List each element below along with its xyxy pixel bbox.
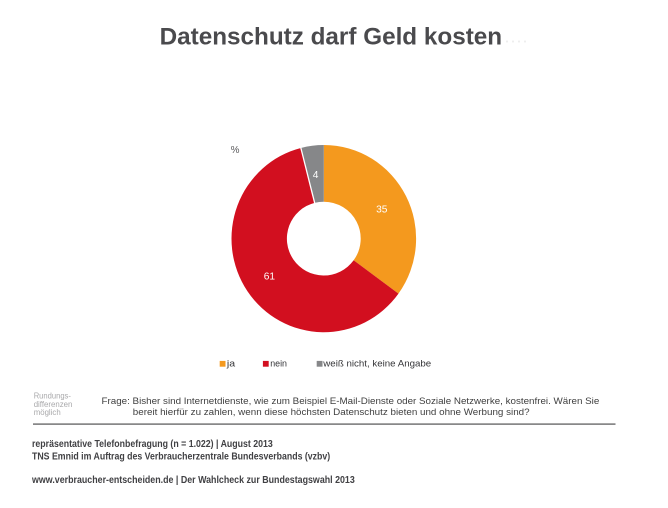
svg-text:differenzen: differenzen — [34, 399, 73, 409]
svg-text:Frage: Bisher sind Internetdie: Frage: Bisher sind Internetdienste, wie … — [102, 396, 600, 406]
svg-text:4: 4 — [313, 170, 319, 181]
svg-text:bereit hierfür zu zahlen, wenn: bereit hierfür zu zahlen, wenn diese höc… — [133, 407, 530, 417]
svg-text:TNS Emnid im Auftrag des Verbr: TNS Emnid im Auftrag des Verbraucherzent… — [32, 452, 330, 463]
svg-text:repräsentative Telefonbefragun: repräsentative Telefonbefragung (n = 1.0… — [32, 439, 273, 450]
svg-text:ja: ja — [226, 357, 236, 368]
svg-text:nein: nein — [270, 357, 287, 368]
svg-text:www.verbraucher-entscheiden.de: www.verbraucher-entscheiden.de | Der Wah… — [31, 475, 355, 486]
svg-text:möglich: möglich — [34, 407, 61, 417]
svg-text:35: 35 — [376, 205, 388, 216]
svg-text:61: 61 — [264, 271, 276, 282]
svg-text:%: % — [231, 145, 240, 156]
svg-text:weiß nicht, keine Angabe: weiß nicht, keine Angabe — [322, 357, 431, 368]
svg-text:Rundungs-: Rundungs- — [34, 391, 71, 401]
svg-text:Datenschutz darf Geld kosten: Datenschutz darf Geld kosten — [160, 24, 503, 51]
